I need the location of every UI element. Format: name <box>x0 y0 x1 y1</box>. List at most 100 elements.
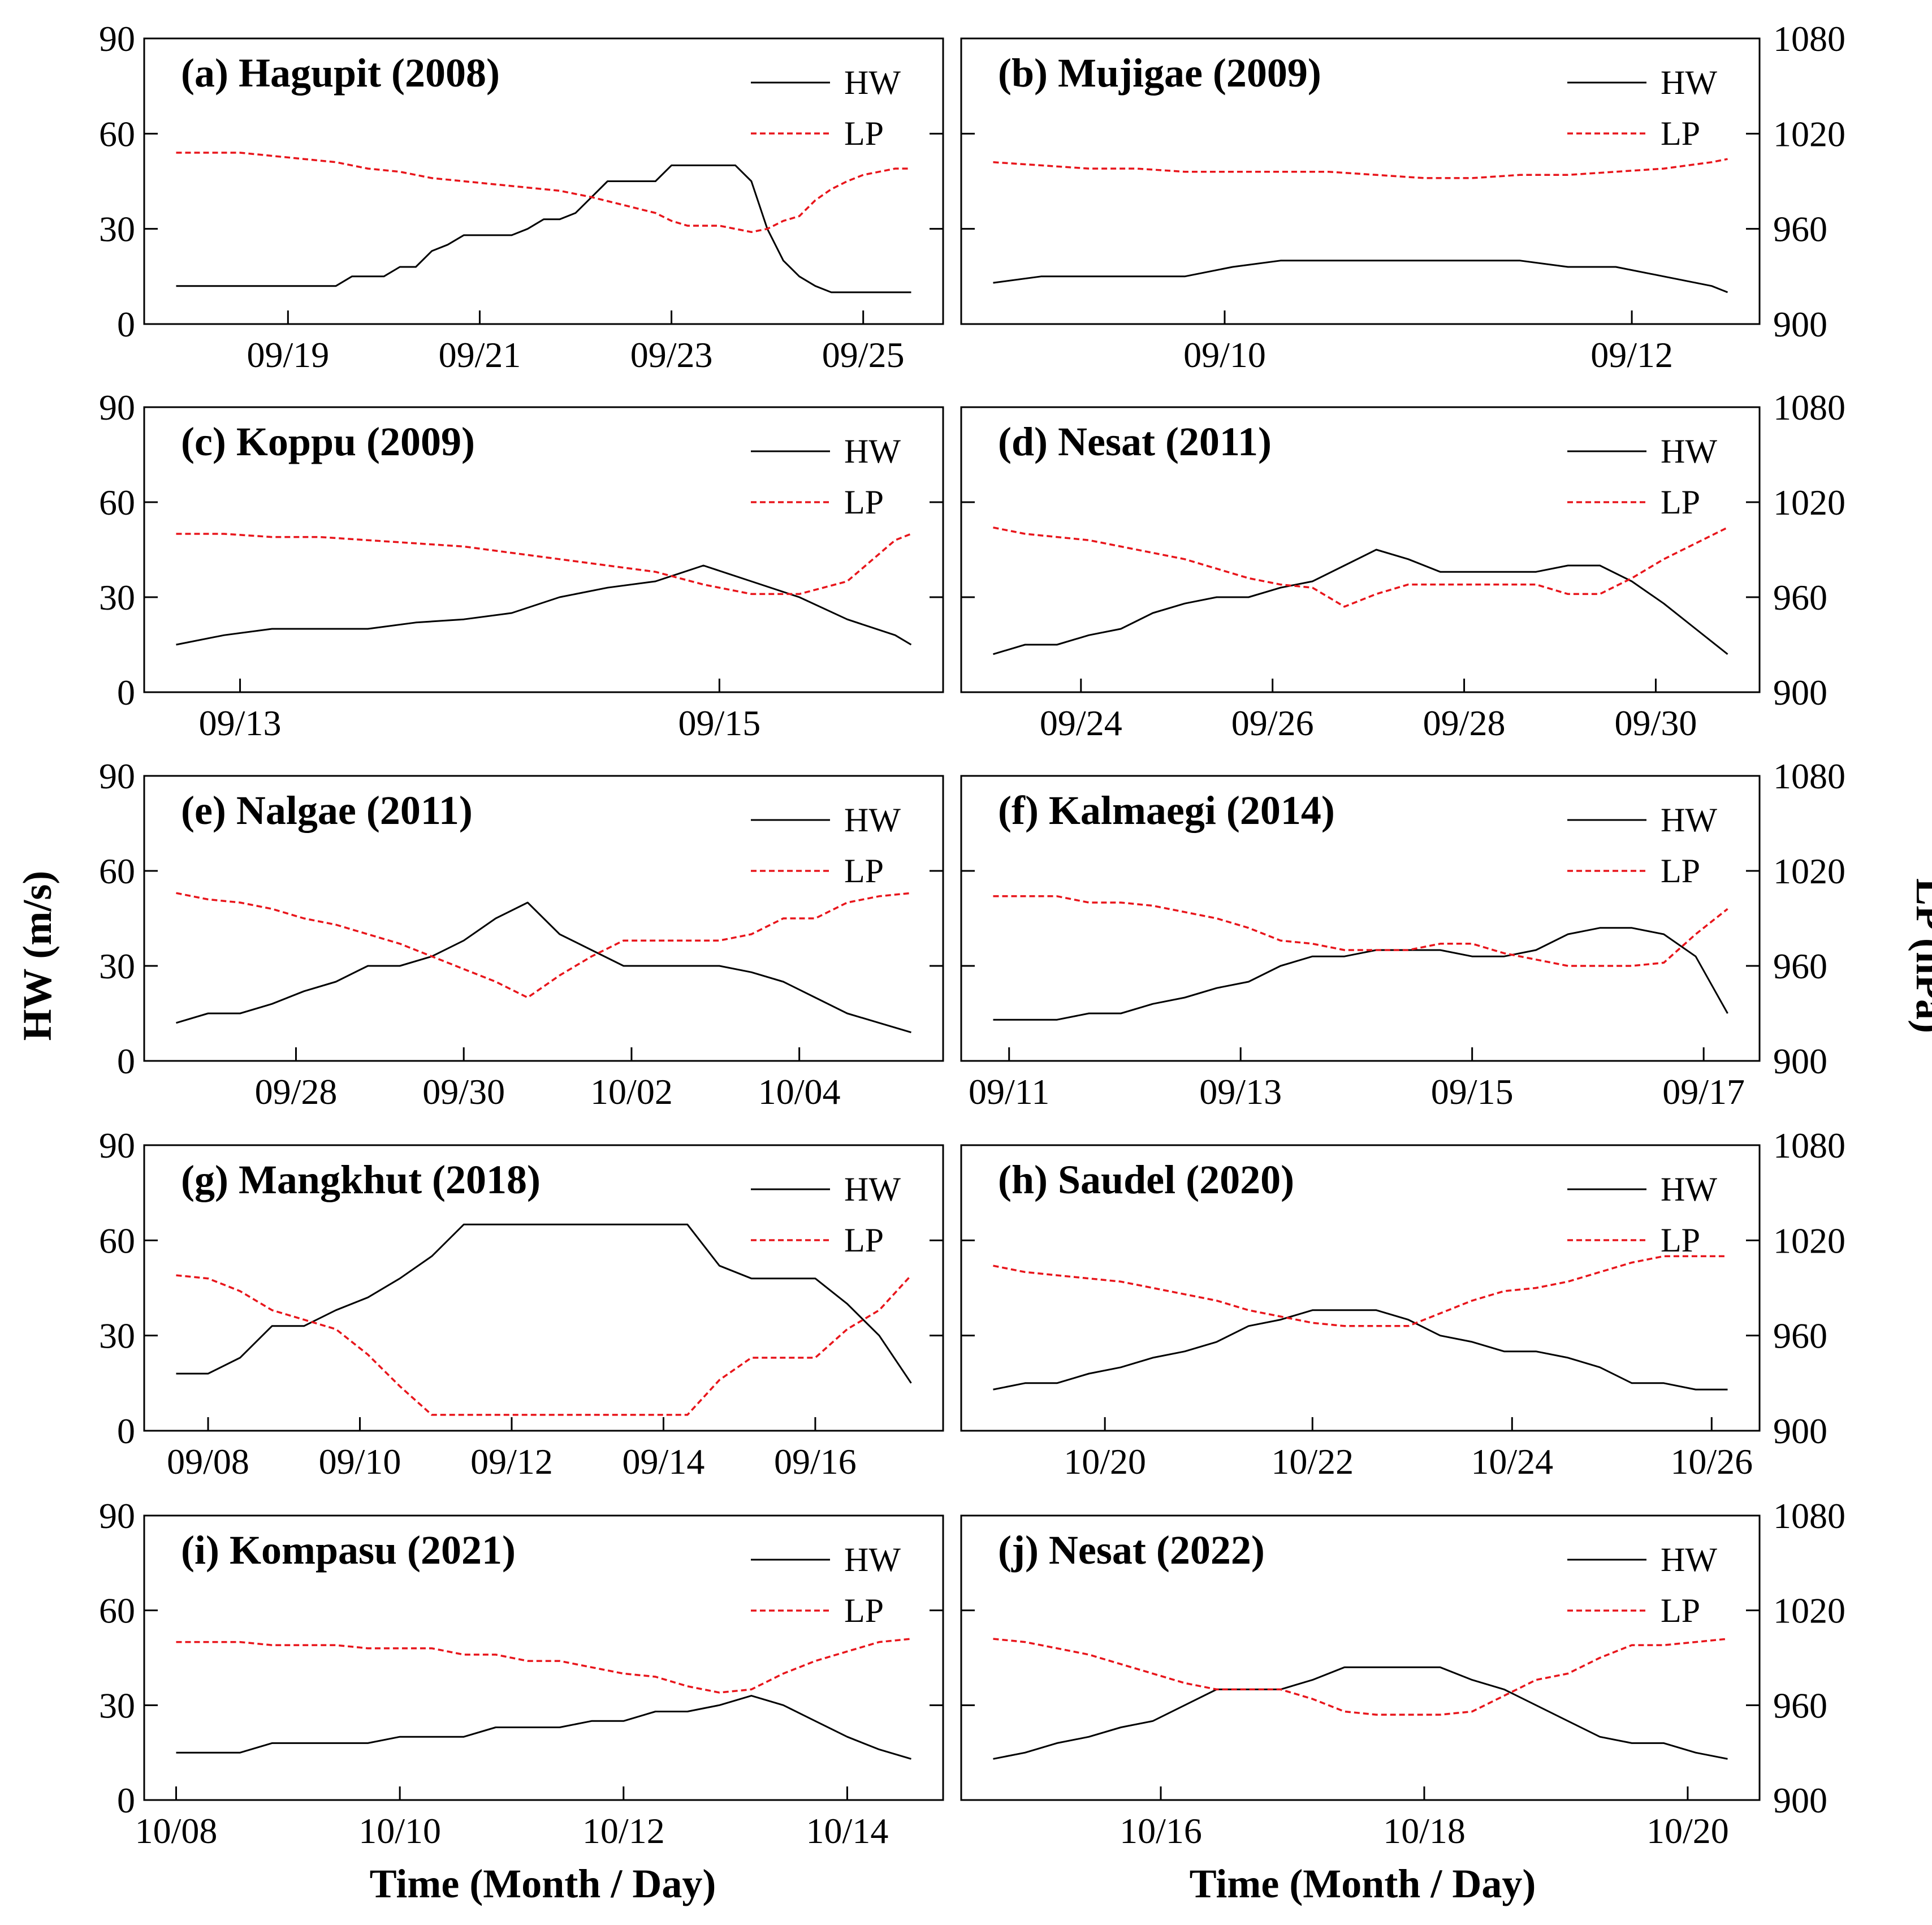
y-tick-label-right: 1080 <box>1773 1496 1845 1536</box>
y-tick-label-left: 60 <box>99 851 135 891</box>
y-tick-label-left: 60 <box>99 1220 135 1261</box>
series-hw-line <box>993 1309 1728 1391</box>
x-axis-label-left: Time (Month / Day) <box>370 1861 716 1906</box>
x-tick-label: 10/22 <box>1271 1441 1354 1482</box>
x-tick-label: 09/08 <box>167 1441 249 1482</box>
plot-frame <box>143 1144 944 1432</box>
series-hw-line <box>993 260 1728 294</box>
x-tick-label: 10/12 <box>582 1811 665 1851</box>
series-hw-line <box>993 927 1728 1021</box>
y-tick-label-right: 1080 <box>1773 19 1845 59</box>
y-tick-label-left: 60 <box>99 114 135 154</box>
legend-lp-label: LP <box>844 115 884 152</box>
panel-title: (i) Kompasu (2021) <box>181 1527 516 1573</box>
x-tick-label: 10/24 <box>1471 1441 1553 1482</box>
legend-hw-label: HW <box>1661 801 1717 839</box>
x-tick-label: 09/26 <box>1231 703 1314 743</box>
series-lp-line <box>993 1255 1728 1327</box>
y-tick-label-right: 1080 <box>1773 387 1845 428</box>
legend-hw-label: HW <box>1661 64 1717 101</box>
series-lp-line <box>176 1638 911 1694</box>
series-hw-line <box>993 1666 1728 1760</box>
y-tick-label-left: 30 <box>99 1316 135 1356</box>
x-tick-label: 10/20 <box>1646 1811 1729 1851</box>
y-tick-label-right: 1020 <box>1773 482 1845 523</box>
x-tick-label: 09/10 <box>1183 335 1266 375</box>
plot-frame <box>960 37 1761 325</box>
plot-frame <box>143 775 944 1062</box>
y-tick-label-right: 1020 <box>1773 1591 1845 1631</box>
plot-frame <box>960 1514 1761 1801</box>
x-tick-label: 10/08 <box>135 1811 218 1851</box>
y-tick-label-right: 960 <box>1773 209 1827 249</box>
y-tick-label-right: 1020 <box>1773 114 1845 154</box>
x-tick-label: 09/15 <box>1431 1072 1514 1112</box>
legend-lp-label: LP <box>1661 1222 1700 1259</box>
y-tick-label-left: 90 <box>99 1496 135 1536</box>
x-tick-label: 10/18 <box>1383 1811 1466 1851</box>
series-lp-line <box>993 895 1728 967</box>
y-tick-label-left: 60 <box>99 1591 135 1631</box>
series-hw-line <box>176 1695 911 1760</box>
legend-hw-label: HW <box>844 433 901 470</box>
legend-hw-label: HW <box>844 801 901 839</box>
y-tick-label-left: 0 <box>117 304 135 344</box>
y-tick-label-right: 1080 <box>1773 756 1845 796</box>
panel-title: (b) Mujigae (2009) <box>998 50 1321 96</box>
y-tick-label-right: 960 <box>1773 1685 1827 1725</box>
panel-title: (j) Nesat (2022) <box>998 1527 1265 1573</box>
legend-lp-label: LP <box>844 484 884 521</box>
y-tick-label-left: 0 <box>117 672 135 713</box>
panel-e: 0 30 60 90 09/28 09/30 10/02 10/04 (e) Nalgae (2… <box>99 756 944 1112</box>
y-tick-label-right: 960 <box>1773 577 1827 618</box>
y-tick-label-left: 90 <box>99 1125 135 1166</box>
series-hw-line <box>176 901 911 1034</box>
y-tick-label-right: 900 <box>1773 1041 1827 1081</box>
y-tick-label-left: 90 <box>99 387 135 428</box>
x-tick-label: 10/02 <box>590 1072 673 1112</box>
x-tick-label: 09/14 <box>623 1441 705 1482</box>
x-tick-label: 09/21 <box>439 335 521 375</box>
legend-hw-label: HW <box>1661 1541 1717 1578</box>
x-tick-label: 09/30 <box>422 1072 505 1112</box>
y-tick-label-left: 30 <box>99 577 135 618</box>
y-tick-label-right: 900 <box>1773 1411 1827 1451</box>
series-lp-line <box>176 1274 912 1416</box>
series-lp-line <box>176 892 911 999</box>
panel-title: (e) Nalgae (2011) <box>181 788 473 833</box>
series-hw-line <box>993 549 1728 655</box>
x-tick-label: 09/16 <box>774 1441 857 1482</box>
y-axis-right-label: LP (hPa) <box>1908 878 1932 1033</box>
legend-hw-label: HW <box>1661 433 1717 470</box>
y-tick-label-left: 30 <box>99 1685 135 1725</box>
y-tick-label-right: 1020 <box>1773 1220 1845 1261</box>
y-tick-label-left: 90 <box>99 19 135 59</box>
y-tick-label-right: 960 <box>1773 1316 1827 1356</box>
x-tick-label: 10/14 <box>806 1811 889 1851</box>
legend-lp-label: LP <box>844 1222 884 1259</box>
y-tick-label-right: 900 <box>1773 672 1827 713</box>
x-tick-label: 09/10 <box>319 1441 401 1482</box>
x-tick-label: 09/12 <box>470 1441 553 1482</box>
x-tick-label: 10/26 <box>1670 1441 1753 1482</box>
panels: 0 30 60 90 09/19 09/21 09/23 09/25 (a) Hagupit (… <box>99 19 1845 1851</box>
x-tick-label: 09/25 <box>822 335 905 375</box>
panel-title: (c) Koppu (2009) <box>181 419 475 464</box>
x-tick-label: 09/30 <box>1615 703 1697 743</box>
y-tick-label-right: 960 <box>1773 946 1827 986</box>
panel-g: 0 30 60 90 09/08 09/10 09/12 09/14 09/16 (g) Mang… <box>99 1125 944 1482</box>
y-tick-label-left: 30 <box>99 209 135 249</box>
y-tick-label-right: 900 <box>1773 1780 1827 1820</box>
x-tick-label: 09/24 <box>1040 703 1122 743</box>
x-tick-label: 09/13 <box>1199 1072 1282 1112</box>
x-tick-label: 10/10 <box>358 1811 441 1851</box>
series-hw-line <box>176 1223 912 1384</box>
x-tick-label: 09/12 <box>1590 335 1673 375</box>
x-tick-label: 09/23 <box>630 335 713 375</box>
series-lp-line <box>176 533 912 595</box>
plot-frame <box>960 775 1761 1062</box>
legend-hw-label: HW <box>844 1541 901 1578</box>
plot-frame <box>143 1514 944 1801</box>
y-tick-label-right: 1020 <box>1773 851 1845 891</box>
